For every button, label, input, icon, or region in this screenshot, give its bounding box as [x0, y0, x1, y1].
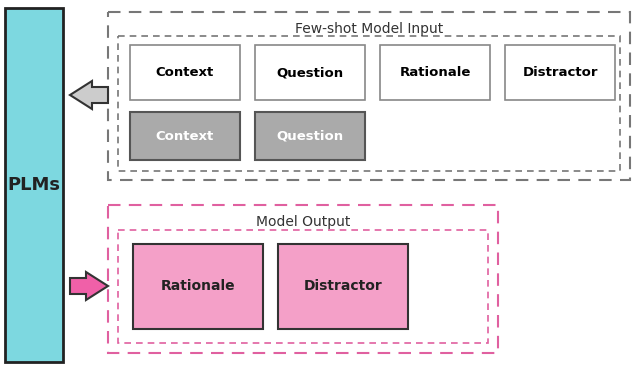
- Bar: [118, 36, 620, 171]
- Text: Distractor: Distractor: [522, 66, 598, 79]
- Text: Question: Question: [276, 66, 344, 79]
- Text: Few-shot Model Input: Few-shot Model Input: [295, 22, 443, 36]
- FancyArrow shape: [70, 81, 108, 109]
- Text: Distractor: Distractor: [303, 279, 382, 293]
- Bar: [255, 112, 365, 160]
- FancyArrow shape: [70, 272, 108, 300]
- Bar: [278, 244, 408, 329]
- Bar: [255, 45, 365, 100]
- Bar: [130, 45, 240, 100]
- Bar: [118, 230, 488, 343]
- Text: Model Output: Model Output: [256, 215, 350, 229]
- Bar: [380, 45, 490, 100]
- Text: Context: Context: [156, 66, 214, 79]
- Text: Question: Question: [276, 130, 344, 142]
- Bar: [130, 112, 240, 160]
- Text: Rationale: Rationale: [399, 66, 470, 79]
- Text: PLMs: PLMs: [8, 176, 61, 194]
- Bar: [133, 244, 263, 329]
- Bar: [108, 205, 498, 353]
- Text: Rationale: Rationale: [161, 279, 236, 293]
- Text: Context: Context: [156, 130, 214, 142]
- Bar: [5, 8, 63, 362]
- Bar: [108, 12, 630, 180]
- Bar: [505, 45, 615, 100]
